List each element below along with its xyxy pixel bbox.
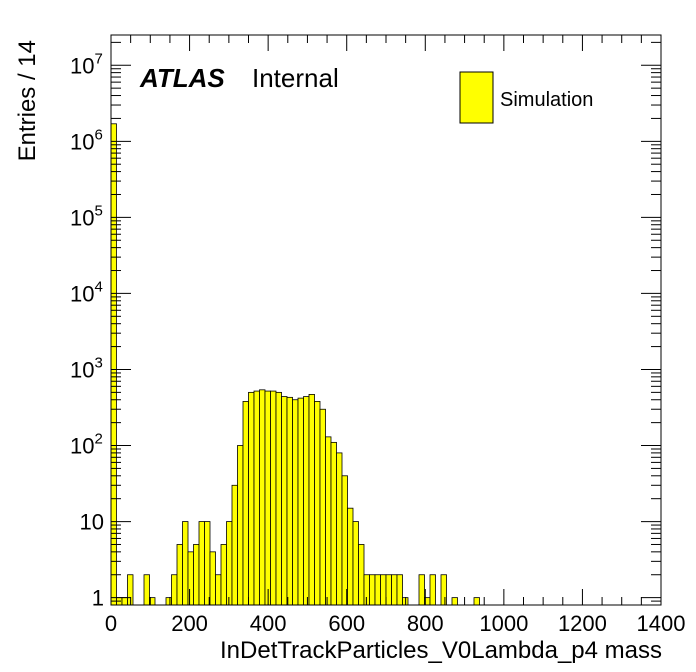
y-tick-label: 106: [70, 126, 103, 154]
histogram-bar: [325, 436, 332, 606]
histogram-bar: [319, 408, 326, 606]
histogram-bar: [440, 574, 447, 606]
histogram-bar: [231, 484, 238, 606]
x-tick-label: 1200: [558, 611, 607, 636]
histogram-bar: [330, 441, 337, 606]
y-axis-title: Entries / 14: [14, 40, 41, 161]
atlas-label: ATLAS: [139, 63, 225, 93]
histogram-bar: [171, 574, 178, 606]
y-tick-label: 10: [80, 510, 104, 535]
y-tick-label: 103: [70, 354, 103, 382]
histogram-bar: [187, 551, 194, 606]
histogram-bar: [259, 389, 266, 606]
histogram-bar: [308, 394, 315, 606]
x-tick-label: 0: [105, 611, 117, 636]
histogram-bar: [369, 574, 376, 606]
histogram-bar: [209, 551, 216, 606]
histogram-bar: [336, 452, 343, 606]
histogram-bar: [429, 574, 436, 606]
histogram-bar: [193, 544, 200, 606]
histogram-bar: [281, 396, 288, 606]
histogram-bar: [165, 597, 172, 606]
histogram-bars: [110, 123, 480, 606]
histogram-bar: [352, 521, 359, 606]
histogram-bar: [143, 574, 150, 606]
histogram-bar: [385, 574, 392, 606]
histogram-bar: [264, 390, 271, 606]
histogram-bar: [176, 544, 183, 606]
histogram-bar: [248, 391, 255, 606]
histogram-bar: [204, 521, 211, 606]
histogram-bar: [286, 396, 293, 606]
histogram-bar: [226, 521, 233, 606]
histogram-bar: [347, 507, 354, 606]
histogram-bar: [418, 574, 425, 606]
legend-entry-simulation: Simulation: [500, 89, 593, 111]
histogram-bar: [121, 597, 128, 606]
histogram-bar: [182, 521, 189, 606]
x-tick-label: 400: [250, 611, 287, 636]
y-tick-label: 104: [70, 278, 103, 306]
histogram-bar: [297, 397, 304, 606]
histogram-bar: [237, 445, 244, 606]
histogram-bar: [253, 390, 260, 606]
histogram-bar: [215, 574, 222, 606]
histogram-bar: [314, 401, 321, 606]
histogram-bar: [242, 401, 249, 606]
x-tick-label: 200: [171, 611, 208, 636]
histogram-bar: [198, 521, 205, 606]
y-tick-label: 107: [70, 50, 103, 78]
histogram-bar: [110, 123, 117, 606]
histogram-bar: [396, 574, 403, 606]
histogram-bar: [473, 597, 480, 606]
x-tick-label: 1000: [479, 611, 528, 636]
histogram-bar: [220, 544, 227, 606]
plot-frame: [110, 34, 662, 606]
legend-swatch: [459, 71, 494, 124]
x-tick-labels: 0 200 400 600 800 1000 1200 1400: [105, 611, 686, 636]
histogram-bar: [391, 574, 398, 606]
histogram-bar: [292, 399, 299, 606]
internal-label: Internal: [252, 63, 339, 93]
histogram-bar: [275, 391, 282, 606]
histogram-bar: [341, 475, 348, 606]
x-tick-label: 1400: [637, 611, 686, 636]
axis-ticks: [110, 35, 662, 606]
histogram-bar: [380, 574, 387, 606]
y-tick-label: 1: [92, 586, 104, 611]
histogram-bar: [374, 574, 381, 606]
histogram-bar: [451, 597, 458, 606]
histogram-bar: [358, 544, 365, 606]
x-axis-title: InDetTrackParticles_V0Lambda_p4 mass: [220, 637, 662, 664]
y-tick-label: 102: [70, 431, 103, 459]
histogram-bar: [270, 390, 277, 606]
y-tick-label: 105: [70, 202, 103, 230]
x-tick-label: 600: [328, 611, 365, 636]
histogram-bar: [303, 396, 310, 606]
y-tick-labels: 1 10 102 103 104 105 106 107: [70, 50, 104, 610]
x-tick-label: 800: [407, 611, 444, 636]
